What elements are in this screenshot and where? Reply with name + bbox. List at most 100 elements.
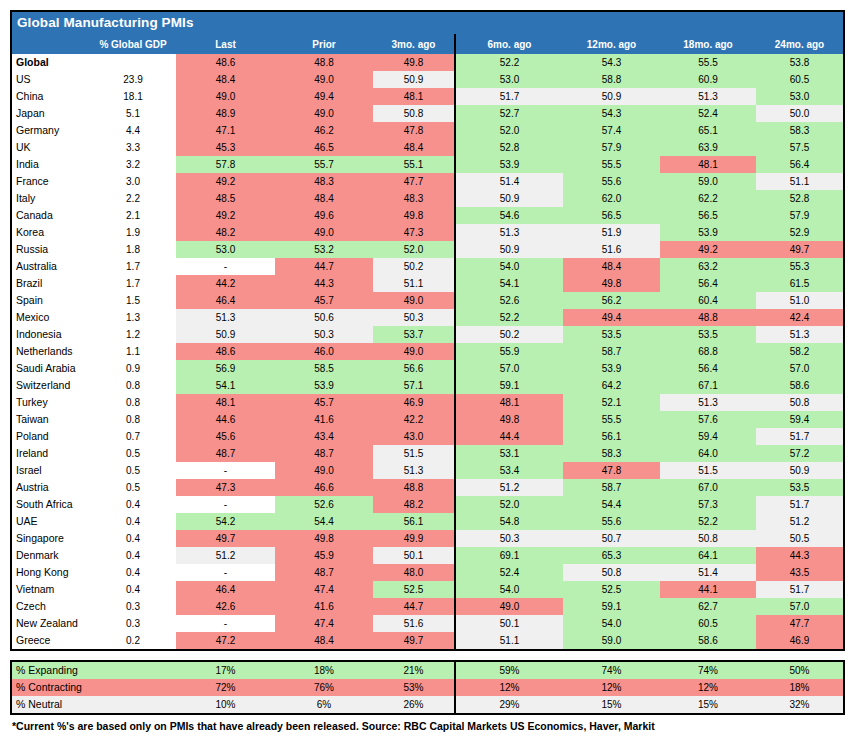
- pmi-value: 56.6: [373, 360, 454, 377]
- pmi-value: 48.8: [373, 479, 454, 496]
- pmi-value: 50.9: [756, 462, 843, 479]
- gdp-value: 2.2: [90, 190, 176, 207]
- pmi-value: 50.3: [373, 309, 454, 326]
- gdp-value: 1.8: [90, 241, 176, 258]
- pmi-value: 54.0: [454, 581, 563, 598]
- pmi-value: 47.4: [275, 615, 373, 632]
- pmi-value: 51.4: [454, 173, 563, 190]
- table-row: South Africa0.4-52.648.252.054.457.351.7: [12, 496, 843, 513]
- pmi-value: 55.5: [660, 54, 756, 71]
- country-label: Hong Kong: [12, 564, 90, 581]
- summary-row: % Expanding17%18%21%59%74%74%50%: [12, 662, 843, 679]
- country-label: Brazil: [12, 275, 90, 292]
- pmi-value: 57.6: [660, 411, 756, 428]
- pmi-value: 48.3: [373, 190, 454, 207]
- pmi-value: 52.2: [454, 309, 563, 326]
- pmi-value: 52.8: [454, 139, 563, 156]
- pmi-value: 48.0: [373, 564, 454, 581]
- table-row: Korea1.948.249.047.351.351.953.952.9: [12, 224, 843, 241]
- pmi-value: 49.0: [275, 462, 373, 479]
- table-row: New Zealand0.3-47.451.650.154.060.547.7: [12, 615, 843, 632]
- pmi-value: 58.5: [275, 360, 373, 377]
- summary-value: 29%: [454, 696, 563, 713]
- report-page: Global Manufacturing PMIs % Global GDP L…: [0, 0, 856, 744]
- pmi-value: 51.1: [373, 275, 454, 292]
- pmi-value: 52.4: [454, 564, 563, 581]
- pmi-table: Global Manufacturing PMIs % Global GDP L…: [10, 10, 845, 651]
- country-label: Switzerland: [12, 377, 90, 394]
- header-3mo-ago: 3mo. ago: [373, 34, 454, 54]
- table-row: Denmark0.451.245.950.169.165.364.144.3: [12, 547, 843, 564]
- pmi-value: 51.1: [454, 632, 563, 649]
- country-label: Indonesia: [12, 326, 90, 343]
- pmi-value: 58.6: [756, 377, 843, 394]
- table-row: Switzerland0.854.153.957.159.164.267.158…: [12, 377, 843, 394]
- pmi-value: 46.0: [275, 343, 373, 360]
- table-row: China18.149.049.448.151.750.951.353.0: [12, 88, 843, 105]
- pmi-value: 49.0: [373, 292, 454, 309]
- pmi-value: 49.7: [373, 632, 454, 649]
- pmi-value: 50.6: [275, 309, 373, 326]
- pmi-value: 69.1: [454, 547, 563, 564]
- header-country: [12, 34, 90, 54]
- table-row: Ireland0.548.748.751.553.158.364.057.2: [12, 445, 843, 462]
- pmi-value: 60.4: [660, 292, 756, 309]
- pmi-value: 48.8: [660, 309, 756, 326]
- pmi-value: 53.5: [563, 326, 660, 343]
- pmi-value: 50.8: [373, 105, 454, 122]
- pmi-value: 51.9: [563, 224, 660, 241]
- gdp-value: 0.4: [90, 496, 176, 513]
- pmi-value: 44.3: [275, 275, 373, 292]
- pmi-value: 50.2: [454, 326, 563, 343]
- pmi-value: 49.0: [373, 343, 454, 360]
- table-row: Russia1.853.053.252.050.951.649.249.7: [12, 241, 843, 258]
- country-label: Netherlands: [12, 343, 90, 360]
- summary-value: 6%: [275, 696, 373, 713]
- summary-table: % Expanding17%18%21%59%74%74%50%% Contra…: [10, 660, 845, 715]
- pmi-value: 53.4: [454, 462, 563, 479]
- country-label: Greece: [12, 632, 90, 649]
- pmi-value: 50.8: [563, 564, 660, 581]
- pmi-value: 49.4: [563, 309, 660, 326]
- pmi-value: 41.6: [275, 411, 373, 428]
- pmi-value: 52.9: [756, 224, 843, 241]
- pmi-value: 44.4: [454, 428, 563, 445]
- summary-value: 32%: [756, 696, 843, 713]
- pmi-value: 63.2: [660, 258, 756, 275]
- pmi-value: 55.3: [756, 258, 843, 275]
- header-24mo-ago: 24mo. ago: [756, 34, 843, 54]
- summary-value: 50%: [756, 662, 843, 679]
- pmi-value: 48.7: [275, 445, 373, 462]
- pmi-value: 56.5: [660, 207, 756, 224]
- pmi-value: 52.0: [373, 241, 454, 258]
- gdp-value: 0.8: [90, 377, 176, 394]
- pmi-value: 44.3: [756, 547, 843, 564]
- pmi-value: 50.5: [756, 530, 843, 547]
- pmi-value: 49.0: [275, 71, 373, 88]
- pmi-value: 45.6: [176, 428, 275, 445]
- gdp-value: 23.9: [90, 71, 176, 88]
- country-label: Singapore: [12, 530, 90, 547]
- pmi-value: 49.0: [275, 105, 373, 122]
- table-row: Poland0.745.643.443.044.456.159.451.7: [12, 428, 843, 445]
- pmi-value: 53.0: [756, 88, 843, 105]
- pmi-value: 46.2: [275, 122, 373, 139]
- pmi-value: 54.4: [275, 513, 373, 530]
- pmi-value: 49.8: [454, 411, 563, 428]
- table-row: Germany4.447.146.247.852.057.465.158.3: [12, 122, 843, 139]
- gdp-value: 1.5: [90, 292, 176, 309]
- source-footnote: *Current %'s are based only on PMIs that…: [10, 720, 856, 732]
- pmi-value: 53.5: [756, 479, 843, 496]
- pmi-value: 50.1: [373, 547, 454, 564]
- pmi-value: 54.6: [454, 207, 563, 224]
- summary-row: % Neutral10%6%26%29%15%15%32%: [12, 696, 843, 713]
- pmi-value: 62.0: [563, 190, 660, 207]
- pmi-value: 53.9: [563, 360, 660, 377]
- summary-value: 21%: [373, 662, 454, 679]
- header-last: Last: [176, 34, 275, 54]
- summary-label: % Neutral: [12, 696, 176, 713]
- pmi-value: 48.7: [176, 445, 275, 462]
- pmi-value: 64.1: [660, 547, 756, 564]
- header-global-gdp: % Global GDP: [90, 34, 176, 54]
- country-label: Germany: [12, 122, 90, 139]
